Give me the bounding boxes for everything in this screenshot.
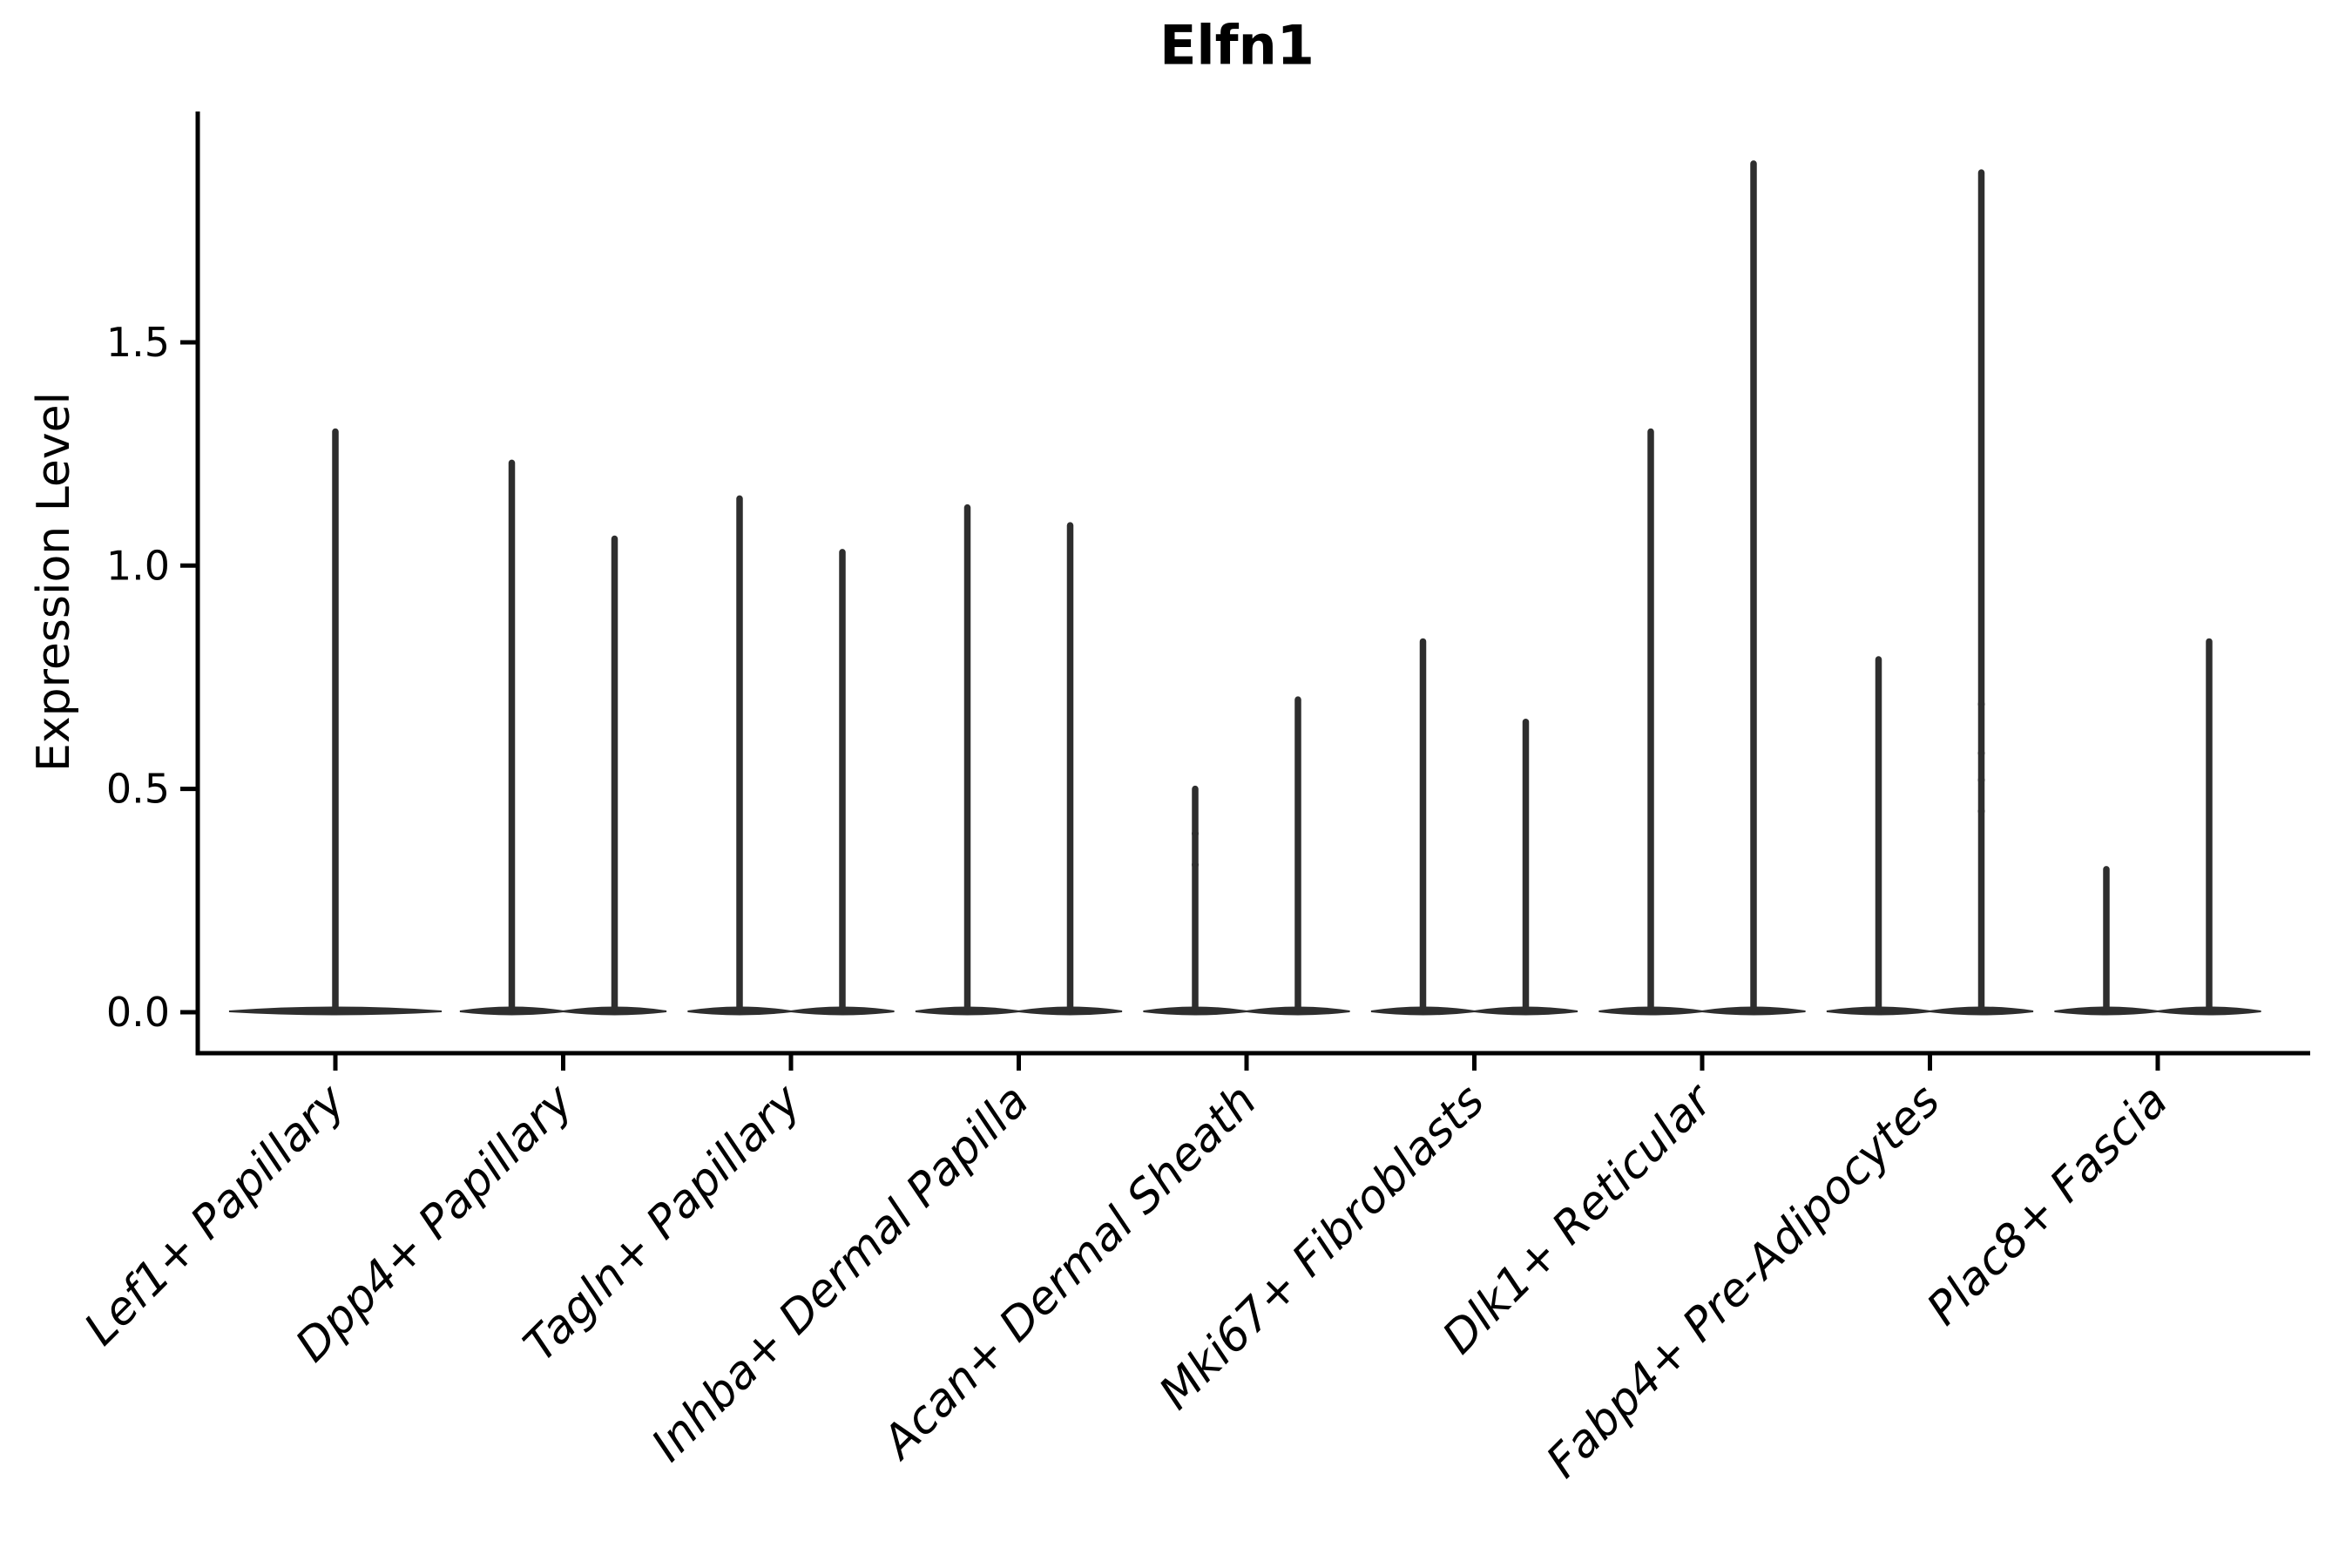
jitter-point [1192, 829, 1199, 837]
y-tick-label: 1.5 [106, 319, 170, 366]
x-category-label: Fabp4+ Pre-Adipocytes [1537, 1075, 1950, 1489]
jitter-point [1977, 700, 1985, 708]
y-tick-label: 0.0 [106, 989, 170, 1036]
y-tick-label: 1.0 [106, 542, 170, 589]
y-axis-label: Expression Level [28, 391, 80, 773]
x-category-label: Acan+ Dermal Sheath [871, 1075, 1267, 1470]
x-category-label: Inhba+ Dermal Papilla [642, 1075, 1039, 1472]
jitter-point [1977, 808, 1985, 815]
jitter-point [1977, 749, 1985, 757]
jitter-point [1192, 861, 1199, 868]
chart-title: Elfn1 [1159, 13, 1315, 78]
x-category-label: Plac8+ Fascia [1917, 1075, 2178, 1335]
y-tick-label: 0.5 [106, 766, 170, 813]
jitter-point [1977, 776, 1985, 784]
